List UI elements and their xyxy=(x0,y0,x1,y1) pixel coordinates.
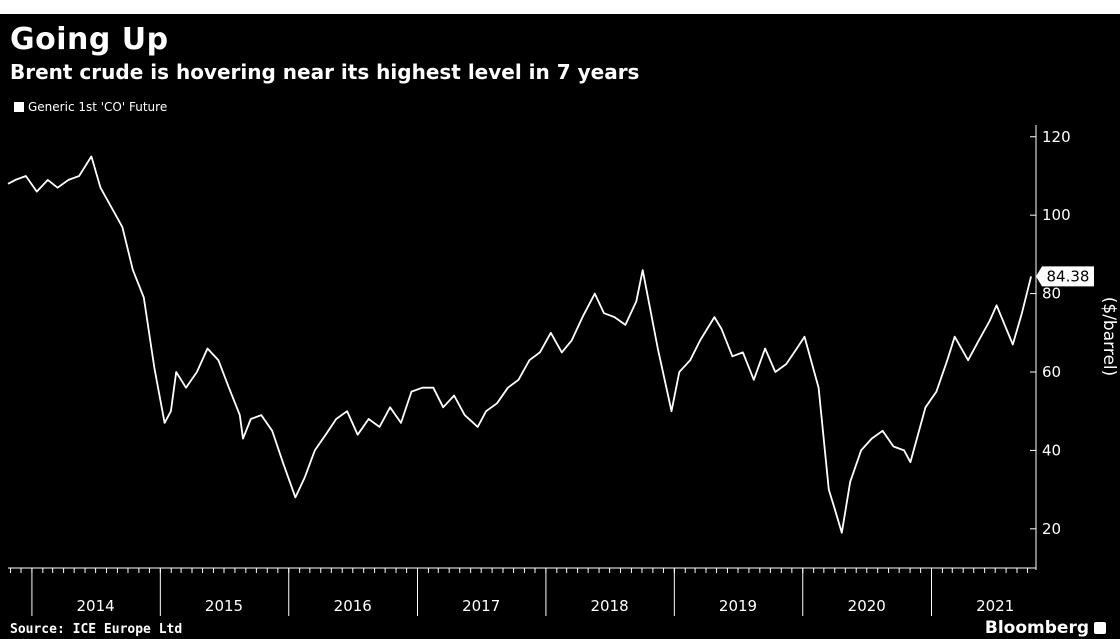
x-tick-label: 2020 xyxy=(848,597,886,615)
brand-logo: Bloomberg xyxy=(985,618,1106,638)
y-tick-label: 80 xyxy=(1042,285,1061,303)
x-tick-label: 2019 xyxy=(719,597,757,615)
brand-icon xyxy=(1094,622,1106,634)
x-tick-label: 2016 xyxy=(334,597,372,615)
y-tick-label: 40 xyxy=(1042,441,1061,459)
legend: Generic 1st 'CO' Future xyxy=(14,100,167,114)
y-tick-label: 60 xyxy=(1042,363,1061,381)
last-value-box xyxy=(1036,266,1094,287)
legend-label: Generic 1st 'CO' Future xyxy=(28,100,168,114)
y-tick-label: 120 xyxy=(1042,128,1071,146)
source-note: Source: ICE Europe Ltd xyxy=(10,622,183,637)
brand-name: Bloomberg xyxy=(984,618,1089,638)
x-tick-label: 2014 xyxy=(77,597,115,615)
last-value-label: 84.38 xyxy=(1047,267,1090,285)
chart-title: Going Up xyxy=(10,22,169,57)
x-tick-label: 2015 xyxy=(205,597,243,615)
x-tick-label: 2018 xyxy=(591,597,629,615)
y-tick-label: 20 xyxy=(1042,520,1061,538)
y-axis-label: ($/barrel) xyxy=(1099,297,1119,377)
y-tick-label: 100 xyxy=(1042,206,1071,224)
chart-subtitle: Brent crude is hovering near its highest… xyxy=(10,60,640,84)
x-tick-label: 2017 xyxy=(462,597,500,615)
chart-panel xyxy=(0,14,1120,639)
legend-swatch xyxy=(14,102,24,112)
x-tick-label: 2021 xyxy=(976,597,1014,615)
series-line xyxy=(7,155,1032,534)
last-value-callout: 84.38 xyxy=(1036,266,1094,287)
